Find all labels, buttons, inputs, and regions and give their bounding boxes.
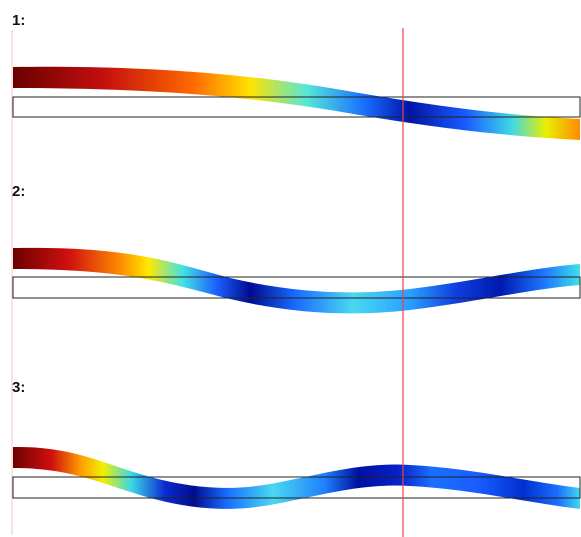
- mode-2-panel: 2:: [12, 183, 581, 314]
- mode-3-label: 3:: [12, 379, 25, 396]
- mode-2-deformed-beam: [13, 247, 580, 314]
- mode-2-undeformed-beam: [12, 276, 581, 299]
- mode-2-label: 2:: [12, 183, 25, 200]
- mode-3-panel: 3:: [12, 379, 581, 509]
- mode-1-panel: 1:: [12, 12, 581, 140]
- mode-1-undeformed-beam: [12, 96, 581, 118]
- mode-1-deformed-beam: [13, 66, 580, 140]
- mode-3-undeformed-beam: [12, 476, 581, 499]
- mode-1-label: 1:: [12, 12, 25, 29]
- mode-3-deformed-beam: [13, 446, 580, 509]
